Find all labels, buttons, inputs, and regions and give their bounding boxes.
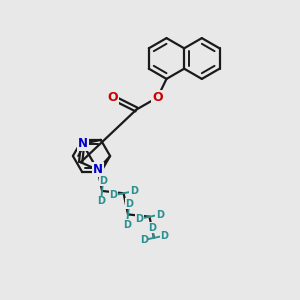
Text: D: D: [160, 231, 168, 241]
Text: D: D: [135, 214, 143, 224]
Text: D: D: [109, 190, 117, 200]
Text: N: N: [78, 137, 88, 150]
Text: D: D: [99, 176, 107, 185]
Text: D: D: [125, 199, 133, 209]
Text: D: D: [130, 186, 138, 196]
Text: D: D: [123, 220, 131, 230]
Text: O: O: [107, 91, 118, 104]
Text: D: D: [148, 223, 156, 232]
Text: D: D: [156, 210, 164, 220]
Text: D: D: [140, 235, 148, 245]
Text: O: O: [152, 91, 163, 104]
Text: N: N: [93, 163, 103, 176]
Text: D: D: [97, 196, 105, 206]
